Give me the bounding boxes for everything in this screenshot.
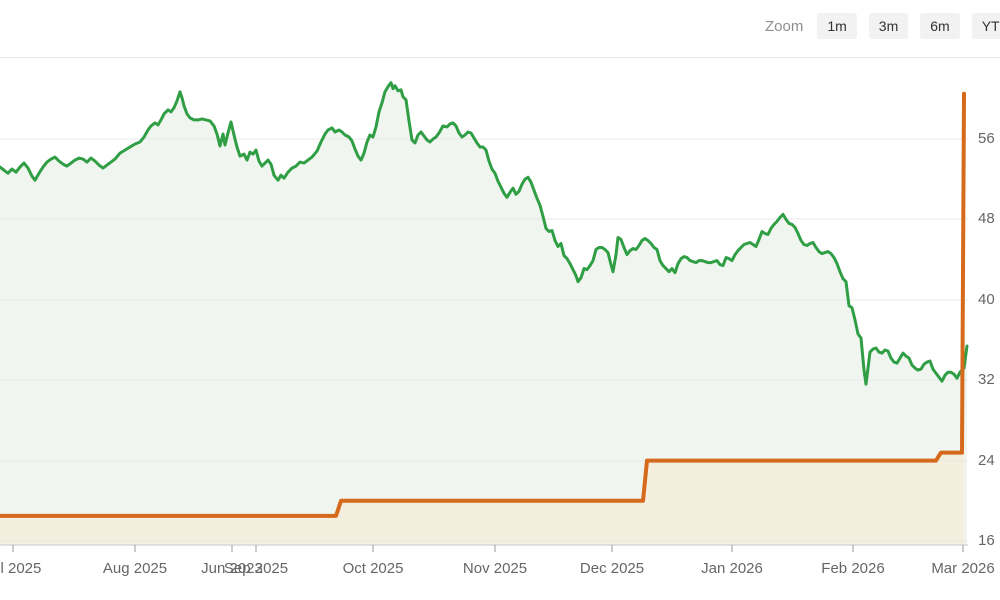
y-axis-label: 56	[978, 130, 995, 147]
y-axis-label: 24	[978, 452, 995, 469]
y-axis-label: 40	[978, 291, 995, 308]
x-axis-label: Sep 2025	[223, 560, 289, 577]
range-button-ytd[interactable]: YTD	[971, 13, 1000, 39]
x-axis-label: Feb 2026	[821, 560, 885, 577]
green-series-line	[0, 81, 969, 386]
x-axis-label: Mar 2026	[931, 560, 995, 577]
x-axis-label: Aug 2025	[102, 560, 168, 577]
green-area-fill	[0, 82, 967, 545]
zoom-label: Zoom	[765, 17, 804, 35]
orange-series-line	[0, 91, 966, 518]
y-axis-label: 16	[978, 532, 995, 549]
range-button-6m[interactable]: 6m	[920, 13, 960, 39]
orange-area-fill	[0, 93, 964, 546]
chart-top-border	[0, 57, 1000, 58]
range-button-3m[interactable]: 3m	[868, 13, 909, 39]
y-axis-label: 32	[978, 371, 995, 388]
y-axis-label: 48	[978, 210, 995, 227]
x-axis-label: Dec 2025	[579, 560, 645, 577]
x-axis-label: Jun 2023	[201, 560, 263, 577]
x-axis-label: Jan 2026	[701, 560, 763, 577]
range-button-1m[interactable]: 1m	[817, 13, 857, 39]
x-axis-label: Jul 2025	[0, 560, 42, 577]
x-axis-label: Nov 2025	[462, 560, 528, 577]
range-selector-toolbar: Zoom 1m 3m 6m YTD	[765, 13, 1000, 39]
x-axis-label: Oct 2025	[342, 560, 404, 577]
